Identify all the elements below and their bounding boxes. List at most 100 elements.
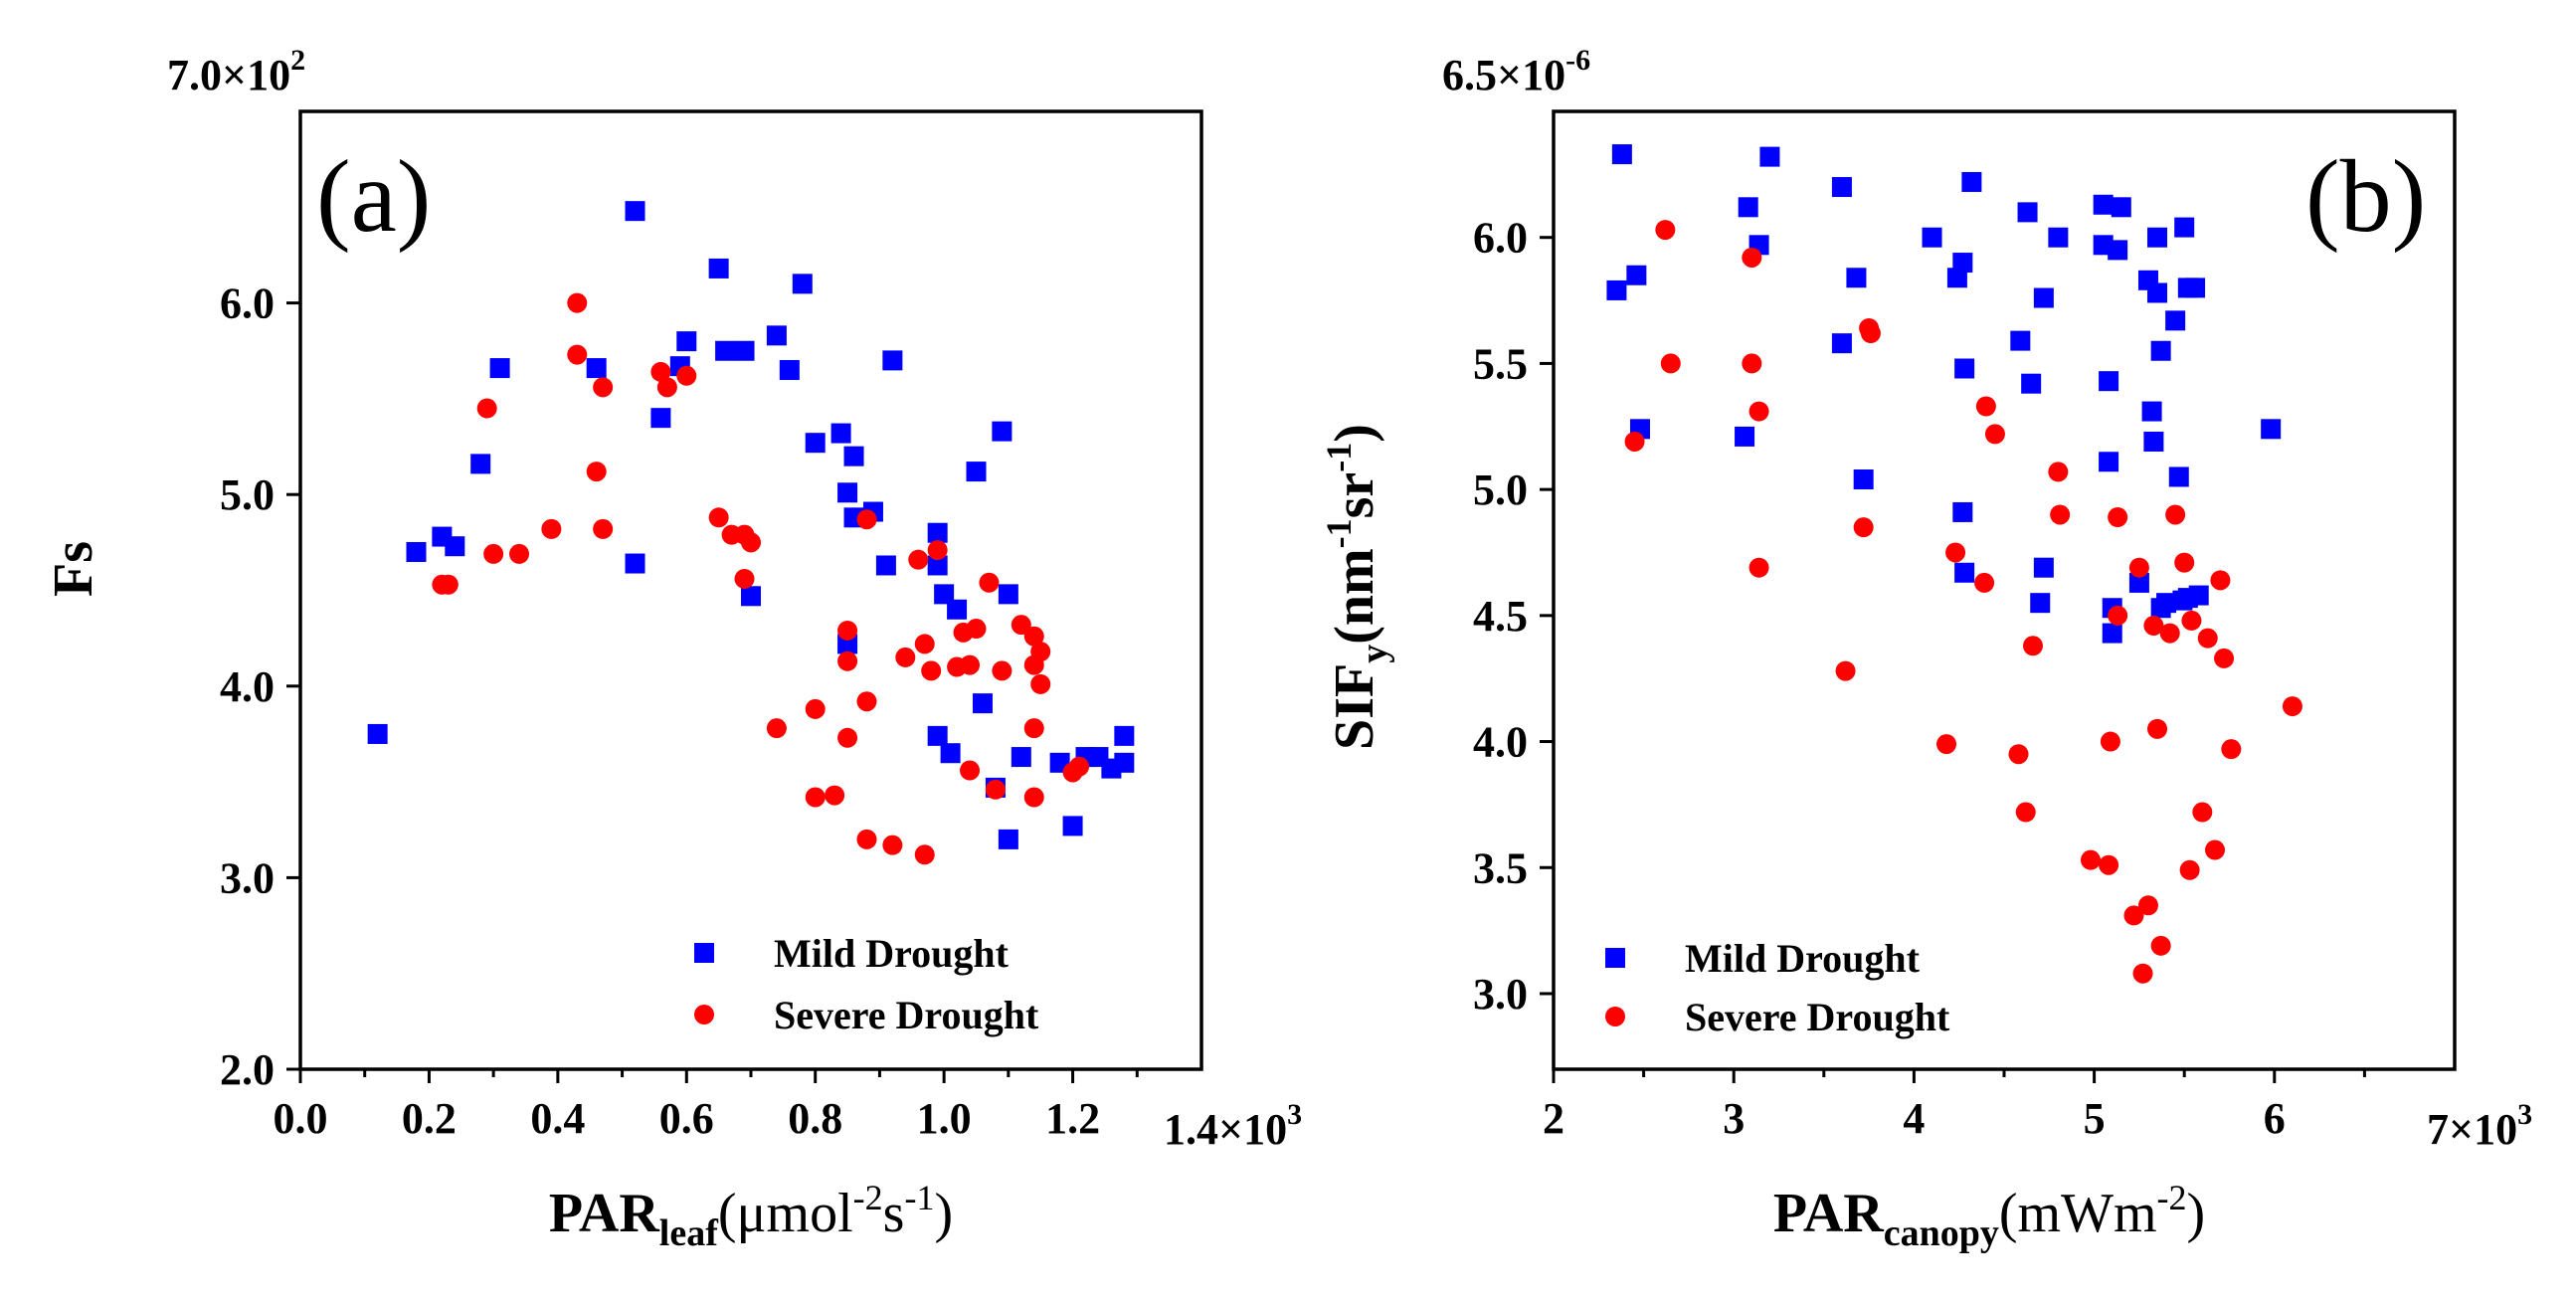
panel-b-severe-drought-point — [1742, 247, 1762, 268]
panel-a-x-tick-label: 0.0 — [274, 1094, 328, 1143]
panel-a-mild-drought-point — [470, 454, 491, 474]
panel-a-severe-drought-point — [960, 760, 981, 781]
panel-b-severe-drought-point — [2108, 507, 2128, 528]
panel-a-mild-drought-point — [998, 829, 1018, 849]
panel-b-severe-drought-point — [2147, 718, 2168, 739]
panel-a-severe-drought-point — [837, 620, 858, 641]
panel-a-severe-drought-point — [741, 532, 761, 553]
panel-a-severe-drought-point — [837, 727, 858, 748]
panel-a-mild-drought-point — [779, 360, 800, 381]
panel-a-severe-drought-point — [438, 574, 459, 595]
panel-a-mild-drought-point — [1062, 816, 1083, 836]
panel-b-mild-drought-point — [2108, 240, 2128, 261]
panel-a-mild-drought-point — [445, 536, 465, 557]
panel-b-y-axis-label: SIFy(nm-1sr-1) — [1319, 424, 1395, 750]
panel-b-severe-drought-point — [2128, 557, 2149, 578]
panel-b-mild-drought-point — [1626, 265, 1647, 285]
panel-b-mild-drought-point — [1831, 333, 1852, 354]
panel-b-mild-drought-point — [1759, 146, 1780, 167]
panel-a-mild-drought-point — [676, 331, 697, 352]
panel-b-mild-drought-point — [1606, 279, 1627, 300]
panel-b-severe-drought-point — [2108, 605, 2128, 626]
panel-a-severe-drought-point — [541, 518, 562, 539]
panel-a-mild-drought-point — [715, 340, 736, 361]
panel-b-mild-drought-point — [2147, 282, 2168, 303]
panel-a-points — [367, 201, 1135, 865]
panel-a-x-axis-label: PARleaf(μmol-2s-1) — [549, 1178, 953, 1254]
panel-a-x-tick-label: 0.6 — [659, 1094, 714, 1143]
panel-b-mild-drought-point — [2099, 371, 2119, 392]
panel-b-x-axis-label: PARcanopy(mWm-2) — [1773, 1178, 2205, 1254]
panel-b-y-tick-label: 4.0 — [1473, 718, 1528, 767]
panel-a-mild-drought-point — [489, 358, 510, 379]
panel-a-label: (a) — [316, 139, 431, 254]
panel-a-legend-label-severe: Severe Drought — [774, 993, 1039, 1037]
panel-b-severe-drought-point — [2214, 648, 2235, 668]
panel-b-severe-drought-point — [1974, 572, 1995, 593]
panel-b-severe-drought-point — [2221, 739, 2242, 760]
panel-a-severe-drought-point — [914, 844, 935, 865]
panel-a-mild-drought-point — [972, 693, 993, 714]
panel-b-severe-drought-point — [1624, 431, 1645, 452]
panel-a-severe-drought-point — [805, 787, 826, 808]
panel-b-severe-drought-point — [2179, 859, 2200, 880]
panel-b-severe-drought-point — [1984, 424, 2005, 445]
panel-a-severe-drought-point — [509, 543, 530, 564]
panel-a-severe-drought-point — [856, 829, 877, 849]
panel-a-severe-drought-point — [766, 718, 787, 739]
panel-b-mild-drought-point — [1611, 144, 1632, 165]
panel-b-ticks: 2 3 4 5 6 3.0 3.5 4.0 4.5 5.0 5.5 6.0 — [1473, 214, 2366, 1143]
panel-b-x-tick-label: 5 — [2084, 1094, 2106, 1143]
panel-a-severe-drought-point — [593, 377, 614, 398]
panel-b-severe-drought-point — [2150, 935, 2171, 956]
panel-a-severe-drought-point — [567, 292, 588, 313]
panel-b-severe-drought-point — [1853, 517, 1874, 538]
panel-b-mild-drought-point — [2033, 557, 2054, 578]
panel-a-mild-drought-point — [947, 599, 968, 620]
panel-b-severe-drought-point — [2080, 849, 2101, 870]
panel-a-severe-drought-point — [483, 543, 504, 564]
panel-a-mild-drought-point — [927, 555, 948, 576]
panel-a-legend-marker-mild — [694, 943, 714, 963]
panel-b-mild-drought-point — [2261, 419, 2282, 440]
panel-b-mild-drought-point — [1853, 468, 1874, 489]
panel-a-mild-drought-point — [367, 723, 388, 744]
panel-b-severe-drought-point — [2174, 552, 2195, 573]
panel-b-x-tick-label: 2 — [1543, 1094, 1564, 1143]
panel-a-severe-drought-point — [882, 835, 903, 855]
panel-a-mild-drought-point — [1114, 725, 1135, 746]
panel-a-x-multiplier: 1.4×103 — [1164, 1098, 1302, 1154]
panel-b: 2 3 4 5 63.03.54.04.55.05.56.0 (b) 6.5×10-6 … — [1319, 44, 2532, 1254]
panel-b-mild-drought-point — [2030, 593, 2051, 614]
panel-b-mild-drought-point — [2174, 217, 2195, 238]
panel-a-severe-drought-point — [1030, 673, 1051, 694]
panel-b-label: (b) — [2305, 139, 2426, 254]
panel-a-mild-drought-point — [708, 258, 729, 279]
panel-a-mild-drought-point — [966, 462, 987, 482]
panel-b-mild-drought-point — [2168, 466, 2189, 487]
panel-b-mild-drought-point — [2102, 623, 2122, 644]
panel-a-severe-drought-point — [908, 549, 929, 570]
panel-a-mild-drought-point — [837, 482, 858, 503]
panel-a-mild-drought-point — [586, 358, 607, 379]
panel-a-severe-drought-point — [895, 647, 916, 667]
panel-a-legend-marker-severe — [694, 1005, 714, 1024]
panel-b-severe-drought-point — [1748, 401, 1769, 422]
panel-b-mild-drought-point — [2147, 227, 2168, 248]
panel-a-mild-drought-point — [1011, 747, 1031, 768]
panel-a-severe-drought-point — [1069, 756, 1090, 777]
panel-b-y-tick-label: 5.5 — [1473, 339, 1528, 388]
panel-b-severe-drought-point — [1936, 734, 1957, 755]
panel-b-mild-drought-point — [1922, 227, 1942, 248]
panel-a-severe-drought-point — [985, 779, 1006, 800]
panel-b-y-tick-label: 3.0 — [1473, 970, 1528, 1019]
panel-b-mild-drought-point — [1952, 501, 1973, 522]
panel-a-mild-drought-point — [650, 408, 671, 429]
panel-a-severe-drought-point — [708, 507, 729, 528]
panel-b-mild-drought-point — [2128, 572, 2149, 593]
panel-b-y-tick-label: 3.5 — [1473, 843, 1528, 892]
panel-b-y-tick-label: 6.0 — [1473, 214, 1528, 263]
panel-b-severe-drought-point — [2099, 854, 2119, 875]
panel-a-severe-drought-point — [856, 509, 877, 530]
panel-b-mild-drought-point — [2033, 287, 2054, 308]
